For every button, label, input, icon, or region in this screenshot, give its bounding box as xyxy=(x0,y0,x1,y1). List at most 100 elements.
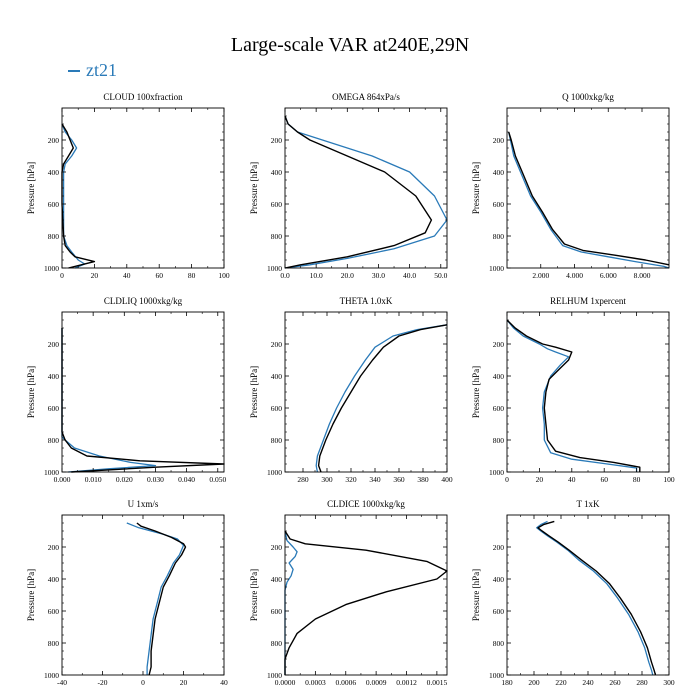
y-tick-label: 1000 xyxy=(489,468,504,477)
plot-frame xyxy=(61,107,225,269)
series-line-reference xyxy=(537,520,657,676)
series-line-reference xyxy=(284,530,448,675)
y-tick-label: 400 xyxy=(271,575,283,584)
plot-frame xyxy=(506,514,670,676)
y-tick-label: 200 xyxy=(271,136,283,145)
y-tick-label: 600 xyxy=(271,607,283,616)
x-tick-label: 0.0012 xyxy=(396,678,417,687)
x-tick-label: 4.000 xyxy=(566,271,583,280)
y-tick-label: 400 xyxy=(48,168,60,177)
x-tick-label: 80 xyxy=(633,475,641,484)
x-tick-label: 0.0003 xyxy=(305,678,326,687)
legend-label: zt21 xyxy=(86,60,117,80)
y-axis-label: Pressure [hPa] xyxy=(249,162,259,214)
y-tick-label: 600 xyxy=(48,607,60,616)
x-tick-label: 0.0 xyxy=(280,271,290,280)
x-tick-label: 8.000 xyxy=(634,271,651,280)
y-axis-label: Pressure [hPa] xyxy=(26,162,36,214)
y-tick-label: 200 xyxy=(48,543,60,552)
x-tick-label: 0.040 xyxy=(178,475,195,484)
y-tick-label: 800 xyxy=(48,639,60,648)
x-tick-label: 0.0006 xyxy=(335,678,356,687)
panel-title: Q 1000xkg/kg xyxy=(562,92,614,102)
panel-5: THETA 1.0xK Pressure [hPa] 200 400 600 800 100… xyxy=(249,296,453,484)
x-tick-label: 0.030 xyxy=(147,475,164,484)
y-tick-label: 600 xyxy=(48,200,60,209)
y-tick-label: 200 xyxy=(48,136,60,145)
x-tick-label: 240 xyxy=(582,678,594,687)
y-tick-label: 600 xyxy=(48,404,60,413)
panel-8: CLDICE 1000xkg/kg Pressure [hPa] 200 400 600… xyxy=(249,499,448,687)
x-tick-label: 0.010 xyxy=(85,475,102,484)
x-tick-label: 20 xyxy=(536,475,544,484)
x-tick-label: 400 xyxy=(441,475,453,484)
x-tick-label: 0.000 xyxy=(54,475,71,484)
series-line-zt21 xyxy=(536,520,654,676)
x-tick-label: 360 xyxy=(393,475,405,484)
x-tick-label: 2.000 xyxy=(532,271,549,280)
x-tick-label: 30.0 xyxy=(372,271,385,280)
y-tick-label: 600 xyxy=(493,200,505,209)
series-line-zt21 xyxy=(126,522,185,675)
x-tick-label: 0 xyxy=(60,271,64,280)
x-tick-label: 0 xyxy=(505,475,509,484)
x-tick-label: 6.000 xyxy=(600,271,617,280)
y-tick-label: 200 xyxy=(493,340,505,349)
y-tick-label: 1000 xyxy=(44,671,59,680)
x-tick-label: 10.0 xyxy=(310,271,323,280)
y-tick-label: 1000 xyxy=(267,671,282,680)
plot-frame xyxy=(284,514,448,676)
y-axis-label: Pressure [hPa] xyxy=(249,569,259,621)
x-tick-label: 40 xyxy=(123,271,131,280)
x-tick-label: 0.050 xyxy=(209,475,226,484)
x-tick-label: 0.0009 xyxy=(366,678,387,687)
x-tick-label: 200 xyxy=(528,678,540,687)
y-tick-label: 800 xyxy=(271,232,283,241)
x-tick-label: 300 xyxy=(663,678,675,687)
x-tick-label: 0 xyxy=(141,678,145,687)
y-axis-label: Pressure [hPa] xyxy=(249,366,259,418)
x-tick-label: 260 xyxy=(609,678,621,687)
series-line-zt21 xyxy=(315,324,448,473)
y-tick-label: 200 xyxy=(271,340,283,349)
y-tick-label: 200 xyxy=(271,543,283,552)
x-tick-label: 50.0 xyxy=(434,271,447,280)
panel-title: THETA 1.0xK xyxy=(340,296,393,306)
series-line-zt21 xyxy=(284,530,298,675)
plot-frame xyxy=(506,311,670,473)
series-line-reference xyxy=(506,319,641,472)
x-tick-label: 20 xyxy=(91,271,99,280)
x-tick-label: 340 xyxy=(369,475,381,484)
x-tick-label: 300 xyxy=(321,475,333,484)
x-tick-label: 40 xyxy=(568,475,576,484)
series-line-zt21 xyxy=(508,131,670,269)
panel-title: CLOUD 100xfraction xyxy=(103,92,183,102)
series-line-reference xyxy=(508,131,670,266)
x-tick-label: 60 xyxy=(155,271,163,280)
x-tick-label: 220 xyxy=(555,678,567,687)
page-title: Large-scale VAR at240E,29N xyxy=(230,34,470,56)
y-tick-label: 400 xyxy=(493,575,505,584)
series-line-zt21 xyxy=(506,319,638,472)
y-tick-label: 800 xyxy=(271,639,283,648)
x-tick-label: 60 xyxy=(600,475,608,484)
x-tick-label: 20 xyxy=(180,678,188,687)
y-axis-label: Pressure [hPa] xyxy=(26,366,36,418)
x-tick-label: 40.0 xyxy=(403,271,416,280)
y-tick-label: 1000 xyxy=(267,468,282,477)
x-tick-label: -40 xyxy=(57,678,67,687)
y-tick-label: 1000 xyxy=(44,468,59,477)
plot-frame xyxy=(284,311,448,473)
x-tick-label: 100 xyxy=(218,271,230,280)
x-tick-label: 0.0015 xyxy=(427,678,448,687)
y-tick-label: 600 xyxy=(271,404,283,413)
y-tick-label: 800 xyxy=(493,436,505,445)
panel-title: CLDICE 1000xkg/kg xyxy=(327,499,405,509)
series-line-zt21 xyxy=(61,328,157,473)
x-tick-label: 180 xyxy=(501,678,513,687)
series-line-reference xyxy=(136,522,187,676)
